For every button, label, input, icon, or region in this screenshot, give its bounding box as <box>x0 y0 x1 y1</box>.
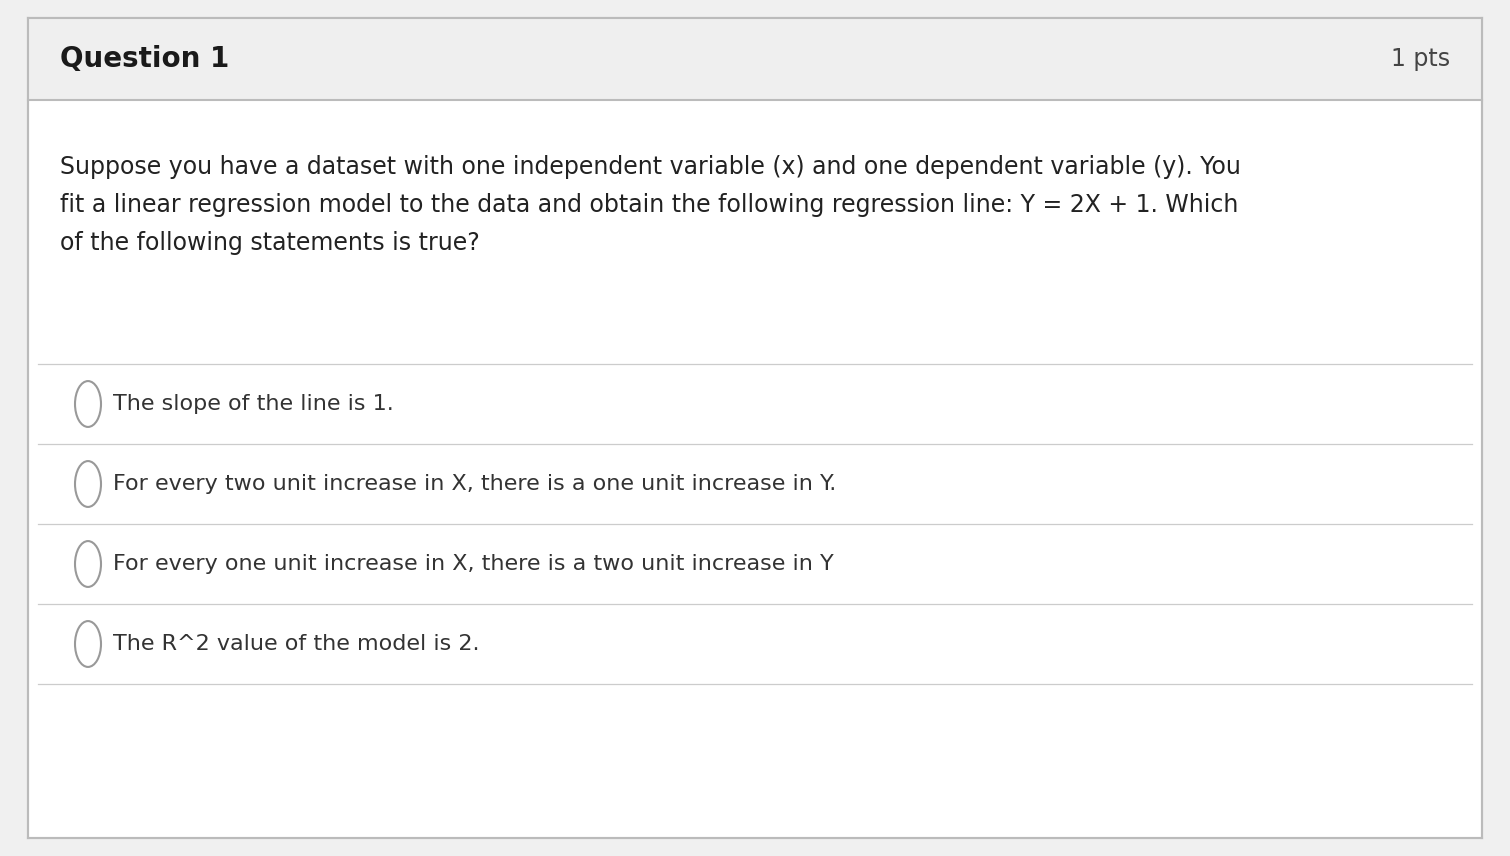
Text: fit a linear regression model to the data and obtain the following regression li: fit a linear regression model to the dat… <box>60 193 1238 217</box>
Text: The slope of the line is 1.: The slope of the line is 1. <box>113 394 394 414</box>
Text: of the following statements is true?: of the following statements is true? <box>60 231 480 255</box>
Text: For every one unit increase in X, there is a two unit increase in Y: For every one unit increase in X, there … <box>113 554 834 574</box>
Text: The R^2 value of the model is 2.: The R^2 value of the model is 2. <box>113 634 480 654</box>
Text: For every two unit increase in X, there is a one unit increase in Y.: For every two unit increase in X, there … <box>113 474 837 494</box>
Text: 1 pts: 1 pts <box>1391 47 1450 71</box>
Text: Question 1: Question 1 <box>60 45 230 73</box>
Bar <box>29 18 1481 100</box>
Text: Suppose you have a dataset with one independent variable (x) and one dependent v: Suppose you have a dataset with one inde… <box>60 155 1241 179</box>
